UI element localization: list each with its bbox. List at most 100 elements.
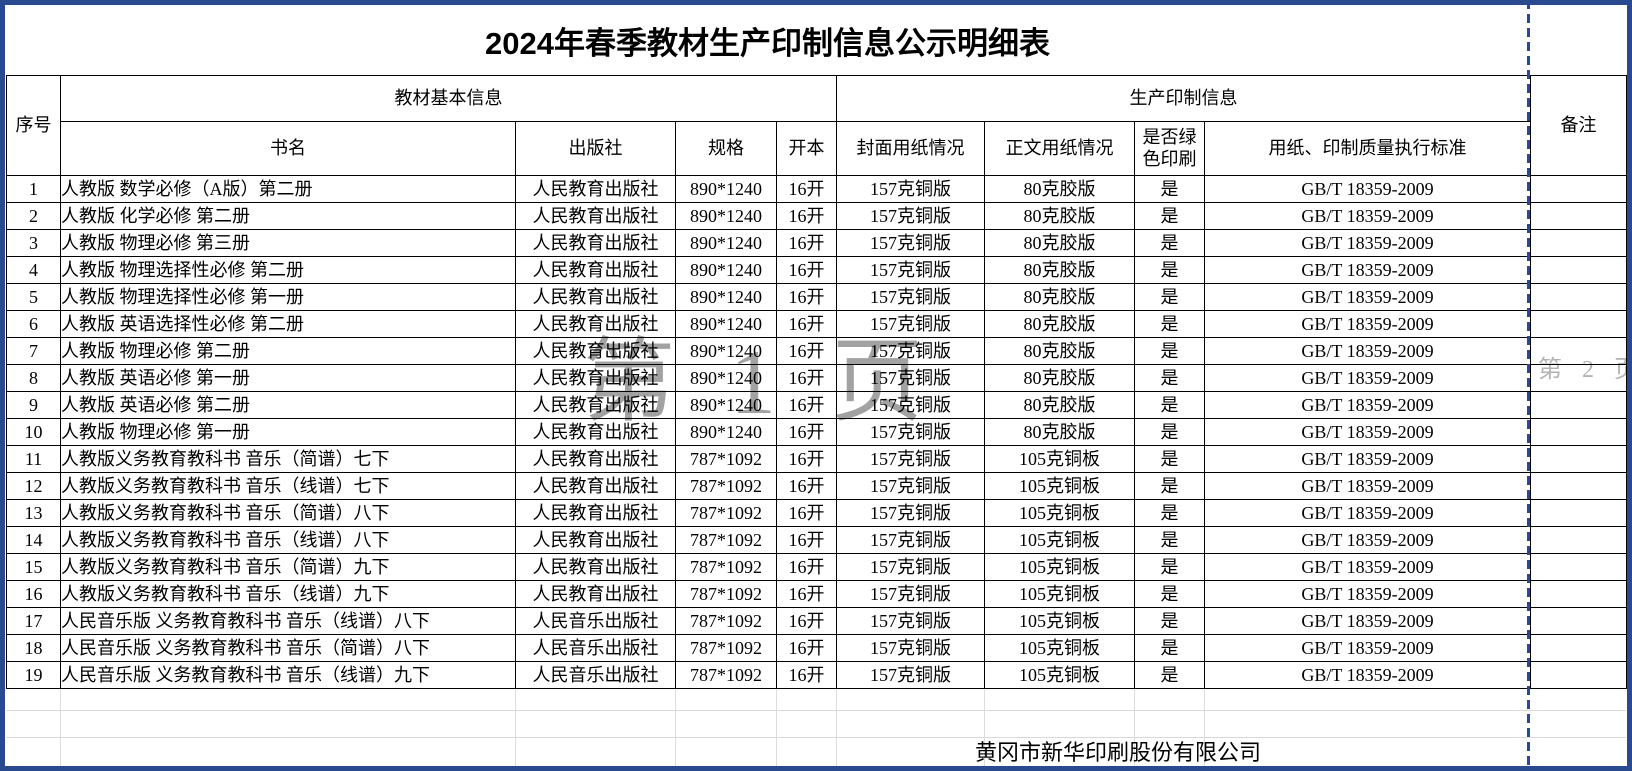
cell-remark[interactable] [1530, 661, 1627, 689]
cell-green-print[interactable]: 是 [1134, 499, 1205, 527]
cell-green-print[interactable]: 是 [1134, 553, 1205, 581]
cell-cover-paper[interactable]: 157克铜版 [836, 202, 985, 230]
column-group-production-info[interactable]: 生产印制信息 [836, 75, 1531, 122]
cell-book-name[interactable]: 人教版 物理选择性必修 第一册 [60, 283, 516, 311]
cell-publisher[interactable]: 人民音乐出版社 [515, 661, 676, 689]
cell-book-name[interactable]: 人民音乐版 义务教育教科书 音乐（简谱）八下 [60, 634, 516, 662]
cell-spec[interactable]: 890*1240 [675, 283, 777, 311]
cell-format[interactable]: 16开 [776, 553, 837, 581]
cell-body-paper[interactable]: 105克铜板 [984, 580, 1135, 608]
cell-cover-paper[interactable]: 157克铜版 [836, 499, 985, 527]
cell-body-paper[interactable]: 105克铜板 [984, 499, 1135, 527]
cell-standard[interactable]: GB/T 18359-2009 [1204, 499, 1531, 527]
cell-format[interactable]: 16开 [776, 499, 837, 527]
cell-format[interactable]: 16开 [776, 418, 837, 446]
cell-standard[interactable]: GB/T 18359-2009 [1204, 445, 1531, 473]
cell-standard[interactable]: GB/T 18359-2009 [1204, 391, 1531, 419]
cell-remark[interactable] [1530, 229, 1627, 257]
cell-standard[interactable]: GB/T 18359-2009 [1204, 607, 1531, 635]
cell-format[interactable]: 16开 [776, 229, 837, 257]
cell-format[interactable]: 16开 [776, 337, 837, 365]
cell-remark[interactable] [1530, 553, 1627, 581]
cell-publisher[interactable]: 人民教育出版社 [515, 364, 676, 392]
cell-spec[interactable]: 787*1092 [675, 445, 777, 473]
cell-serial[interactable]: 4 [6, 256, 61, 284]
cell-body-paper[interactable]: 80克胶版 [984, 418, 1135, 446]
cell-body-paper[interactable]: 80克胶版 [984, 175, 1135, 203]
cell-green-print[interactable]: 是 [1134, 634, 1205, 662]
cell-body-paper[interactable]: 80克胶版 [984, 391, 1135, 419]
cell-body-paper[interactable]: 105克铜板 [984, 607, 1135, 635]
cell-serial[interactable]: 11 [6, 445, 61, 473]
cell-spec[interactable]: 890*1240 [675, 310, 777, 338]
column-header-standard[interactable]: 用纸、印制质量执行标准 [1204, 121, 1531, 176]
cell-body-paper[interactable]: 80克胶版 [984, 229, 1135, 257]
cell-green-print[interactable]: 是 [1134, 526, 1205, 554]
cell-cover-paper[interactable]: 157克铜版 [836, 445, 985, 473]
column-header-cover-paper[interactable]: 封面用纸情况 [836, 121, 985, 176]
cell-cover-paper[interactable]: 157克铜版 [836, 391, 985, 419]
cell-serial[interactable]: 14 [6, 526, 61, 554]
cell-green-print[interactable]: 是 [1134, 472, 1205, 500]
cell-green-print[interactable]: 是 [1134, 202, 1205, 230]
cell-format[interactable]: 16开 [776, 661, 837, 689]
cell-body-paper[interactable]: 105克铜板 [984, 526, 1135, 554]
cell-serial[interactable]: 19 [6, 661, 61, 689]
cell-format[interactable]: 16开 [776, 391, 837, 419]
cell-green-print[interactable]: 是 [1134, 364, 1205, 392]
cell-spec[interactable]: 787*1092 [675, 499, 777, 527]
cell-standard[interactable]: GB/T 18359-2009 [1204, 364, 1531, 392]
column-header-green-print[interactable]: 是否绿色印刷 [1134, 121, 1205, 176]
cell-serial[interactable]: 16 [6, 580, 61, 608]
cell-standard[interactable]: GB/T 18359-2009 [1204, 229, 1531, 257]
cell-spec[interactable]: 787*1092 [675, 634, 777, 662]
cell-publisher[interactable]: 人民音乐出版社 [515, 634, 676, 662]
cell-spec[interactable]: 890*1240 [675, 202, 777, 230]
cell-remark[interactable] [1530, 283, 1627, 311]
cell-book-name[interactable]: 人教版 英语选择性必修 第二册 [60, 310, 516, 338]
cell-cover-paper[interactable]: 157克铜版 [836, 526, 985, 554]
cell-cover-paper[interactable]: 157克铜版 [836, 553, 985, 581]
cell-cover-paper[interactable]: 157克铜版 [836, 229, 985, 257]
cell-green-print[interactable]: 是 [1134, 310, 1205, 338]
column-header-serial[interactable]: 序号 [6, 75, 61, 176]
cell-serial[interactable]: 8 [6, 364, 61, 392]
cell-spec[interactable]: 787*1092 [675, 607, 777, 635]
cell-book-name[interactable]: 人教版义务教育教科书 音乐（线谱）八下 [60, 526, 516, 554]
cell-remark[interactable] [1530, 256, 1627, 284]
cell-remark[interactable] [1530, 364, 1627, 392]
cell-serial[interactable]: 5 [6, 283, 61, 311]
cell-book-name[interactable]: 人教版 英语必修 第一册 [60, 364, 516, 392]
cell-serial[interactable]: 6 [6, 310, 61, 338]
cell-publisher[interactable]: 人民教育出版社 [515, 310, 676, 338]
cell-book-name[interactable]: 人教版义务教育教科书 音乐（简谱）九下 [60, 553, 516, 581]
cell-body-paper[interactable]: 80克胶版 [984, 364, 1135, 392]
cell-publisher[interactable]: 人民教育出版社 [515, 418, 676, 446]
cell-cover-paper[interactable]: 157克铜版 [836, 607, 985, 635]
cell-publisher[interactable]: 人民教育出版社 [515, 391, 676, 419]
cell-serial[interactable]: 3 [6, 229, 61, 257]
cell-book-name[interactable]: 人教版义务教育教科书 音乐（线谱）七下 [60, 472, 516, 500]
column-header-format[interactable]: 开本 [776, 121, 837, 176]
cell-cover-paper[interactable]: 157克铜版 [836, 472, 985, 500]
cell-green-print[interactable]: 是 [1134, 418, 1205, 446]
cell-format[interactable]: 16开 [776, 526, 837, 554]
cell-publisher[interactable]: 人民音乐出版社 [515, 607, 676, 635]
cell-format[interactable]: 16开 [776, 580, 837, 608]
cell-format[interactable]: 16开 [776, 256, 837, 284]
cell-book-name[interactable]: 人教版义务教育教科书 音乐（简谱）七下 [60, 445, 516, 473]
cell-body-paper[interactable]: 105克铜板 [984, 661, 1135, 689]
cell-spec[interactable]: 787*1092 [675, 661, 777, 689]
column-header-body-paper[interactable]: 正文用纸情况 [984, 121, 1135, 176]
cell-standard[interactable]: GB/T 18359-2009 [1204, 175, 1531, 203]
cell-cover-paper[interactable]: 157克铜版 [836, 418, 985, 446]
cell-spec[interactable]: 787*1092 [675, 526, 777, 554]
cell-remark[interactable] [1530, 445, 1627, 473]
cell-serial[interactable]: 2 [6, 202, 61, 230]
cell-standard[interactable]: GB/T 18359-2009 [1204, 580, 1531, 608]
cell-spec[interactable]: 890*1240 [675, 337, 777, 365]
cell-publisher[interactable]: 人民教育出版社 [515, 229, 676, 257]
cell-publisher[interactable]: 人民教育出版社 [515, 526, 676, 554]
cell-book-name[interactable]: 人民音乐版 义务教育教科书 音乐（线谱）九下 [60, 661, 516, 689]
cell-body-paper[interactable]: 80克胶版 [984, 202, 1135, 230]
